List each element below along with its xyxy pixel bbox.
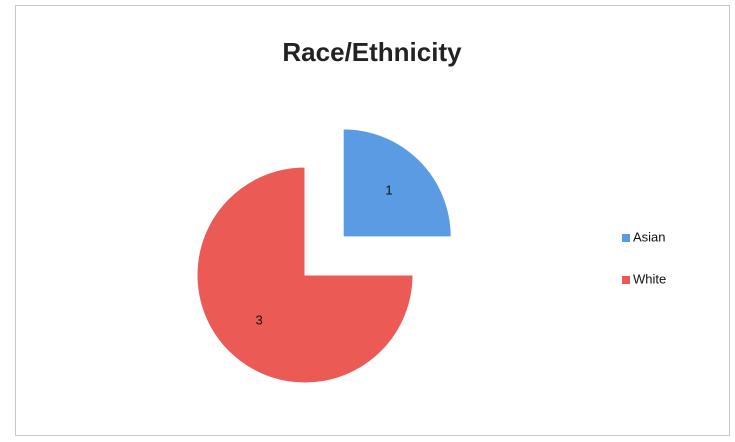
legend-swatch: [622, 276, 630, 284]
data-label: 1: [385, 182, 392, 197]
legend-label: Asian: [633, 229, 666, 244]
pie-slice: [342, 128, 452, 238]
data-label: 3: [256, 312, 263, 327]
chart-title: Race/Ethnicity: [282, 37, 462, 67]
pie-slice: [196, 166, 414, 384]
legend-swatch: [622, 234, 630, 242]
legend-label: White: [633, 271, 666, 286]
